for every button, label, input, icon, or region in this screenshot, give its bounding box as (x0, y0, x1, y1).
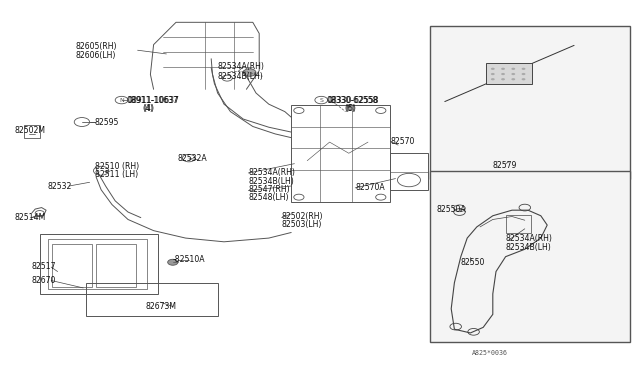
Circle shape (491, 68, 495, 70)
Text: 82502M: 82502M (14, 126, 45, 135)
Text: 82514M: 82514M (14, 213, 45, 222)
Text: 08330-62558: 08330-62558 (328, 96, 379, 105)
Text: 82570A: 82570A (355, 183, 385, 192)
Circle shape (511, 78, 515, 80)
Circle shape (168, 259, 178, 265)
FancyBboxPatch shape (430, 171, 630, 342)
Text: 82502(RH): 82502(RH) (282, 212, 323, 221)
Text: 82532A: 82532A (178, 154, 207, 163)
Circle shape (522, 68, 525, 70)
Circle shape (243, 69, 256, 76)
Text: 82534B(LH): 82534B(LH) (218, 72, 263, 81)
Text: 82673M: 82673M (146, 302, 177, 311)
Text: 08911-10637: 08911-10637 (128, 96, 180, 105)
Text: (4): (4) (142, 104, 153, 113)
Text: N: N (119, 97, 124, 103)
Circle shape (511, 68, 515, 70)
Text: (6): (6) (344, 104, 355, 113)
Circle shape (501, 73, 505, 75)
Circle shape (501, 78, 505, 80)
Text: A825*0036: A825*0036 (472, 350, 508, 356)
Text: 82534A(RH): 82534A(RH) (218, 62, 264, 71)
Text: 08330-62558: 08330-62558 (326, 96, 378, 105)
Text: 82579: 82579 (493, 161, 517, 170)
Text: 82595: 82595 (95, 118, 119, 126)
Text: 82534B(LH): 82534B(LH) (506, 243, 551, 252)
Text: 82606(LH): 82606(LH) (76, 51, 116, 60)
Text: 82503(LH): 82503(LH) (282, 220, 322, 229)
Text: -82510A: -82510A (173, 255, 205, 264)
Text: 82547(RH): 82547(RH) (248, 185, 290, 194)
Text: 08911-10637: 08911-10637 (127, 96, 179, 105)
Circle shape (511, 73, 515, 75)
Text: (6): (6) (346, 104, 356, 113)
Text: 82534B(LH): 82534B(LH) (248, 177, 294, 186)
Text: 82550: 82550 (461, 258, 485, 267)
Text: 82670: 82670 (32, 276, 56, 285)
FancyBboxPatch shape (486, 63, 532, 84)
Text: 82534A(RH): 82534A(RH) (248, 169, 295, 177)
Circle shape (522, 73, 525, 75)
Circle shape (501, 68, 505, 70)
Text: 82534A(RH): 82534A(RH) (506, 234, 552, 243)
Circle shape (491, 73, 495, 75)
Text: 82550A: 82550A (436, 205, 466, 214)
Text: 82570: 82570 (390, 137, 415, 146)
Text: 82605(RH): 82605(RH) (76, 42, 117, 51)
Text: 82517: 82517 (32, 262, 56, 271)
Text: (4): (4) (143, 104, 154, 113)
Text: 82548(LH): 82548(LH) (248, 193, 289, 202)
Text: S: S (319, 97, 323, 103)
Circle shape (491, 78, 495, 80)
FancyBboxPatch shape (430, 26, 630, 179)
Text: 82532: 82532 (48, 182, 72, 190)
Text: 82510 (RH): 82510 (RH) (95, 162, 139, 171)
Circle shape (522, 78, 525, 80)
Text: 82511 (LH): 82511 (LH) (95, 170, 138, 179)
